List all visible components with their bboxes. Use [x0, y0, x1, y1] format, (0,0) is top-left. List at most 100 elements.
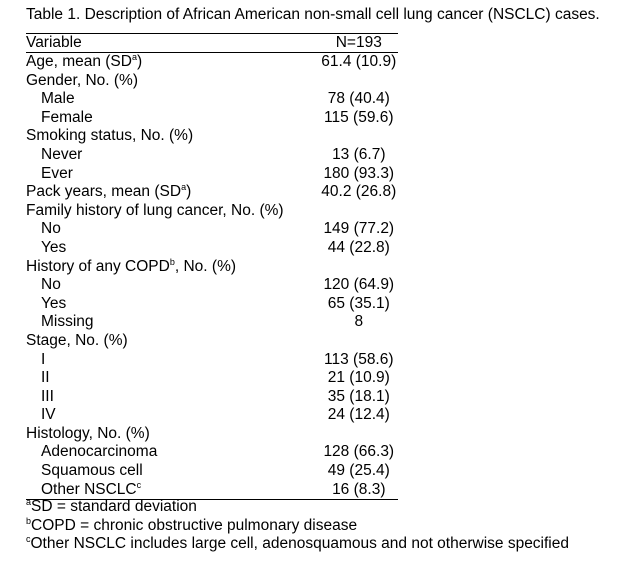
row-value: [284, 258, 398, 277]
table-row: III 35 (18.1): [26, 388, 398, 407]
table-header-row: Variable N=193: [26, 33, 398, 53]
row-label-text: Smoking status, No. (%): [26, 127, 194, 145]
table-row: Stage, No. (%): [26, 332, 398, 351]
row-value: 113 (58.6): [324, 350, 394, 368]
row-label: III: [26, 388, 284, 407]
row-label-text: Squamous cell: [41, 462, 143, 480]
row-label-text: Male: [41, 90, 75, 108]
row-label-suffix: ): [136, 53, 143, 70]
table-row: Male 78 (40.4): [26, 90, 398, 109]
header-n: N=193: [335, 34, 382, 51]
footnote-marker: a: [131, 52, 137, 62]
row-label: Squamous cell: [26, 462, 284, 481]
row-label: Pack years, mean (SDa): [26, 182, 284, 202]
row-label: I: [26, 351, 284, 370]
table-row: History of any COPDb, No. (%): [26, 256, 398, 277]
row-label-text: Family history of lung cancer, No. (%): [26, 201, 284, 219]
footnote-marker: a: [181, 182, 187, 193]
row-label-suffix: , No. (%): [174, 257, 237, 275]
row-label: Missing: [26, 313, 284, 332]
row-label-text: Missing: [41, 313, 94, 331]
table-row: Squamous cell 49 (25.4): [26, 462, 398, 481]
row-value: [284, 127, 398, 146]
row-label-text: Age, mean (SD: [26, 53, 132, 70]
row-value: 24 (12.4): [327, 406, 390, 424]
row-value: 44 (22.8): [327, 238, 390, 256]
row-value: 40.2 (26.8): [321, 183, 397, 201]
row-label-text: I: [41, 350, 46, 368]
row-label: Age, mean (SDa): [26, 52, 284, 72]
table-row: Other NSCLCc 16 (8.3): [26, 479, 398, 500]
row-label: II: [26, 369, 284, 388]
row-label-text: Yes: [41, 294, 67, 312]
row-label: Gender, No. (%): [26, 72, 284, 91]
row-value: 78 (40.4): [327, 90, 390, 108]
table-caption: Table 1. Description of African American…: [26, 6, 600, 23]
row-label: Ever: [26, 165, 284, 184]
table-row: No 120 (64.9): [26, 276, 398, 295]
row-label-text: Female: [41, 108, 93, 126]
footnote-marker: b: [169, 256, 175, 267]
row-label-text: Ever: [41, 164, 73, 182]
row-label: No: [26, 276, 284, 295]
row-value: 21 (10.9): [327, 369, 390, 387]
row-value: [284, 72, 398, 91]
row-value: [284, 202, 398, 221]
table-row: Smoking status, No. (%): [26, 127, 398, 146]
row-value: [284, 332, 398, 351]
footnote-marker: c: [136, 479, 142, 490]
table-body: Age, mean (SDa) 61.4 (10.9) Gender, No. (%…: [26, 52, 398, 500]
row-label: Male: [26, 90, 284, 109]
row-value: 149 (77.2): [323, 220, 395, 238]
row-value: 13 (6.7): [332, 145, 386, 163]
row-label-text: Histology, No. (%): [26, 424, 150, 442]
table-row: Missing 8: [26, 313, 398, 332]
table-row: Age, mean (SDa) 61.4 (10.9): [26, 52, 398, 72]
table-row: Family history of lung cancer, No. (%): [26, 202, 398, 221]
row-label-text: No: [41, 220, 61, 238]
header-variable: Variable: [26, 34, 82, 51]
row-label: Adenocarcinoma: [26, 443, 284, 462]
row-label: Yes: [26, 295, 284, 314]
footnote-text: SD = standard deviation: [31, 498, 197, 515]
row-label-text: III: [41, 387, 54, 405]
footnote: aSD = standard deviation: [26, 497, 569, 517]
table-row: I 113 (58.6): [26, 351, 398, 370]
row-value: 35 (18.1): [327, 387, 390, 405]
row-label: IV: [26, 406, 284, 425]
row-label: Smoking status, No. (%): [26, 127, 284, 146]
row-value: 180 (93.3): [323, 164, 395, 182]
row-label-text: Pack years, mean (SD: [26, 183, 182, 201]
table-row: IV 24 (12.4): [26, 406, 398, 425]
row-value: 120 (64.9): [323, 276, 395, 294]
row-label: Never: [26, 146, 284, 165]
row-label-text: No: [41, 276, 61, 294]
footnote-marker: c: [26, 534, 31, 544]
footnote-text: COPD = chronic obstructive pulmonary dis…: [31, 516, 358, 534]
row-value: 115 (59.6): [324, 108, 394, 126]
table-row: Histology, No. (%): [26, 425, 398, 444]
table-row: Gender, No. (%): [26, 72, 398, 91]
row-label-text: Other NSCLC: [41, 480, 137, 498]
table-row: Yes 44 (22.8): [26, 239, 398, 258]
table-row: No 149 (77.2): [26, 220, 398, 239]
row-value: 49 (25.4): [327, 462, 390, 480]
row-label: Yes: [26, 239, 284, 258]
row-value: [284, 425, 398, 444]
table-row: Adenocarcinoma 128 (66.3): [26, 443, 398, 462]
nsclc-description-table: Variable N=193 Age, mean (SDa) 61.4 (10.9…: [26, 33, 398, 500]
footnote-marker: a: [26, 497, 32, 507]
row-label-text: Yes: [41, 238, 67, 256]
row-value: 128 (66.3): [323, 443, 395, 461]
row-label-text: Never: [41, 145, 83, 163]
row-label: Family history of lung cancer, No. (%): [26, 202, 284, 221]
row-label-text: Gender, No. (%): [26, 71, 138, 89]
row-label: Female: [26, 109, 284, 128]
row-label-text: II: [41, 369, 50, 387]
table-row: Female 115 (59.6): [26, 109, 398, 128]
row-label: Other NSCLCc: [26, 479, 284, 500]
row-label: No: [26, 220, 284, 239]
row-label: History of any COPDb, No. (%): [26, 256, 284, 277]
row-value: 61.4 (10.9): [321, 53, 397, 70]
row-value: 16 (8.3): [332, 480, 386, 498]
